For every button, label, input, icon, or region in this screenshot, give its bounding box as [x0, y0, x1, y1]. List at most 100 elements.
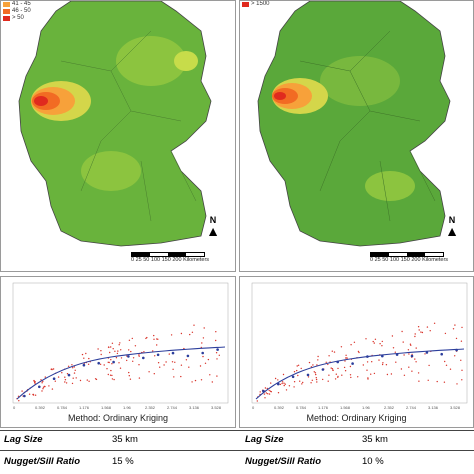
scale-labels: 0 25 50 100 150 200 Kilometers: [370, 257, 449, 263]
empirical-point: [302, 381, 304, 384]
x-tick-label: 1.96: [362, 405, 371, 410]
empirical-point: [308, 361, 311, 364]
empirical-point: [209, 374, 211, 376]
empirical-point: [461, 326, 463, 329]
nugget-sill-right-value: 10 %: [362, 456, 384, 467]
nugget-sill-label: Nugget/Sill Ratio: [4, 456, 80, 467]
empirical-point: [157, 338, 159, 340]
empirical-point: [216, 358, 218, 360]
average-point: [440, 352, 443, 356]
empirical-point: [110, 359, 112, 361]
empirical-point: [343, 366, 346, 369]
model-curve: [16, 346, 226, 400]
nugget-sill-left-value: 15 %: [112, 456, 134, 467]
empirical-point: [157, 362, 160, 364]
empirical-point: [28, 393, 31, 395]
empirical-point: [110, 346, 112, 348]
empirical-point: [317, 355, 319, 358]
empirical-point: [456, 383, 458, 385]
empirical-point: [159, 366, 161, 368]
empirical-point: [64, 379, 67, 381]
empirical-point: [71, 382, 74, 385]
empirical-point: [452, 328, 455, 330]
average-point: [38, 385, 41, 389]
empirical-point: [183, 347, 185, 350]
empirical-point: [285, 389, 288, 391]
empirical-point: [444, 332, 447, 335]
lag-size-label: Lag Size: [4, 434, 43, 445]
empirical-point: [171, 361, 174, 363]
empirical-point: [153, 373, 155, 375]
empirical-point: [414, 358, 416, 360]
average-point: [156, 353, 160, 357]
empirical-point: [449, 368, 452, 370]
right-legend: > 1500: [242, 1, 270, 8]
empirical-point: [32, 393, 34, 396]
empirical-point: [51, 388, 54, 390]
empirical-point: [307, 376, 310, 378]
empirical-point: [293, 371, 296, 373]
empirical-point: [129, 378, 132, 380]
empirical-point: [345, 354, 347, 356]
empirical-point: [41, 382, 43, 384]
empirical-point: [270, 391, 272, 393]
empirical-point: [394, 351, 396, 353]
empirical-point: [346, 357, 348, 359]
empirical-point: [72, 377, 74, 379]
empirical-point: [344, 370, 347, 372]
x-tick-label: 3.136: [428, 405, 439, 410]
empirical-point: [128, 339, 131, 341]
empirical-point: [216, 375, 218, 377]
empirical-point: [64, 376, 66, 378]
empirical-point: [43, 385, 46, 388]
empirical-point: [325, 361, 327, 363]
empirical-point: [204, 362, 207, 364]
average-point: [112, 360, 115, 364]
empirical-point: [180, 364, 183, 366]
empirical-point: [202, 355, 204, 358]
empirical-point: [428, 364, 430, 367]
empirical-point: [180, 375, 182, 378]
empirical-point: [215, 331, 217, 333]
empirical-point: [331, 368, 334, 370]
lag-size-label: Lag Size: [245, 434, 284, 445]
empirical-point: [315, 373, 317, 376]
empirical-point: [443, 381, 446, 383]
empirical-point: [191, 381, 193, 383]
empirical-point: [317, 359, 319, 361]
empirical-point: [411, 370, 413, 372]
empirical-point: [353, 341, 356, 343]
empirical-point: [445, 364, 448, 366]
empirical-point: [215, 352, 218, 354]
hotspot-core: [274, 92, 286, 100]
average-point: [186, 354, 190, 358]
empirical-point: [108, 346, 110, 349]
empirical-point: [138, 355, 140, 357]
empirical-point: [296, 369, 298, 372]
model-curve: [255, 348, 465, 400]
empirical-point: [130, 350, 132, 353]
variogram-points: [256, 322, 463, 402]
empirical-point: [277, 392, 280, 394]
empirical-point: [370, 373, 372, 375]
empirical-point: [110, 369, 112, 372]
empirical-point: [315, 377, 317, 379]
right-map-panel: > 1500 N ▲ 0 25 50 100 150 200 Kilometer…: [239, 0, 474, 272]
empirical-point: [282, 373, 285, 376]
empirical-point: [350, 376, 352, 379]
empirical-point: [372, 340, 374, 343]
empirical-point: [461, 379, 463, 381]
empirical-point: [107, 373, 110, 376]
empirical-point: [311, 379, 313, 381]
right-variogram-panel: 0 0.392 0.784 1.176 1.568 1.96 2.352 2.7…: [239, 276, 474, 428]
empirical-point: [365, 338, 367, 340]
empirical-point: [460, 359, 462, 361]
empirical-point: [109, 374, 112, 376]
empirical-point: [34, 382, 36, 384]
empirical-point: [310, 366, 313, 368]
empirical-point: [313, 371, 315, 373]
empirical-point: [172, 368, 174, 370]
empirical-point: [293, 386, 295, 388]
empirical-point: [99, 363, 102, 365]
empirical-point: [268, 393, 271, 395]
